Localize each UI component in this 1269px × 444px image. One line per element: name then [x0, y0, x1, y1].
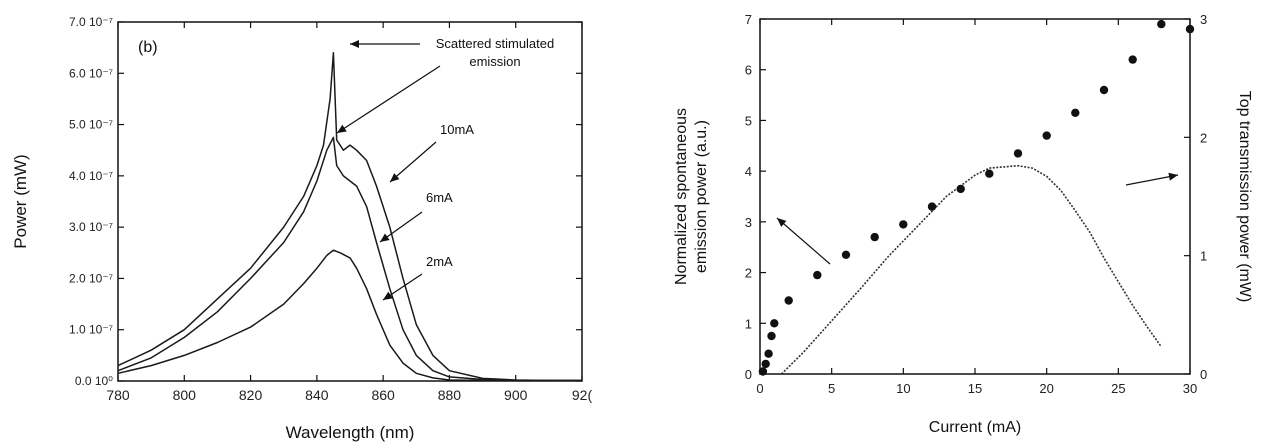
- y-tick-label: 5.0 10⁻⁷: [69, 118, 113, 132]
- annotation-arrowhead: [1168, 172, 1178, 181]
- x-tick-label: 800: [173, 387, 197, 403]
- x-tick-label: 30: [1183, 381, 1197, 396]
- y-tick-label: 0.0 10⁰: [75, 374, 113, 388]
- x-tick-label: 20: [1039, 381, 1053, 396]
- x-tick-label: 780: [106, 387, 130, 403]
- y-tick-label: 4.0 10⁻⁷: [69, 169, 113, 183]
- annotation-6mA: 6mA: [426, 190, 453, 205]
- x-axis-label: Wavelength (nm): [286, 423, 415, 442]
- annotation-arrow: [336, 65, 441, 134]
- y2-axis-label: Top transmission power (mW): [1236, 91, 1253, 303]
- x-tick-label: 900: [504, 387, 528, 403]
- annotation-scattered-line2: emission: [469, 54, 520, 69]
- data-point-spontaneous: [764, 349, 773, 358]
- x-tick-label: 15: [968, 381, 982, 396]
- x-tick-label: 25: [1111, 381, 1125, 396]
- y2-tick-label: 3: [1200, 12, 1207, 27]
- x-tick-label: 0: [756, 381, 763, 396]
- y-tick-label: 3.0 10⁻⁷: [69, 220, 113, 234]
- annotation-arrowhead: [380, 233, 390, 242]
- y-tick-label: 7: [745, 12, 752, 27]
- y-axis-label-line2: emission power (a.u.): [693, 120, 710, 273]
- y-tick-label: 5: [745, 113, 752, 128]
- data-point-spontaneous: [985, 169, 994, 178]
- data-point-spontaneous: [1185, 24, 1195, 34]
- y-axis-label: Power (mW): [11, 154, 30, 248]
- data-point-spontaneous: [784, 296, 793, 305]
- x-axis-label: Current (mA): [929, 419, 1021, 436]
- x-tick-label: 10: [896, 381, 910, 396]
- annotation-arrowhead: [383, 291, 393, 300]
- series-line-10mA: [117, 52, 582, 382]
- data-point-spontaneous: [1071, 108, 1080, 118]
- data-point-spontaneous: [1128, 55, 1137, 64]
- data-point-spontaneous: [841, 250, 851, 259]
- annotation-2mA: 2mA: [426, 254, 453, 269]
- annotation-arrowhead: [337, 124, 347, 133]
- x-tick-label: 840: [305, 387, 329, 403]
- annotation-arrow: [776, 217, 831, 265]
- x-tick-label: 92(: [572, 387, 593, 403]
- y2-tick-label: 1: [1200, 249, 1207, 264]
- data-point-spontaneous: [956, 184, 965, 194]
- y-tick-label: 2: [745, 266, 752, 281]
- y-axis-label-line1: Normalized spontaneous: [673, 108, 690, 285]
- x-tick-label: 860: [371, 387, 395, 403]
- data-point-spontaneous: [1013, 149, 1023, 158]
- x-tick-label: 880: [438, 387, 462, 403]
- y-tick-label: 1: [745, 316, 752, 331]
- y-tick-label: 7.0 10⁻⁷: [69, 15, 113, 29]
- data-point-spontaneous: [761, 359, 770, 369]
- annotation-10mA: 10mA: [440, 122, 474, 137]
- data-point-spontaneous: [899, 220, 908, 229]
- data-point-spontaneous: [767, 331, 776, 341]
- y-tick-label: 6.0 10⁻⁷: [69, 66, 113, 80]
- series-line-transmission: [780, 164, 1162, 375]
- y-tick-label: 4: [745, 164, 752, 179]
- plot-frame: [117, 21, 583, 382]
- data-point-spontaneous: [758, 367, 768, 376]
- panel-label: (b): [138, 39, 158, 56]
- spectrum-chart: 780 800 820 840 860 880 900 92( 0.0 10⁰ 1.0 10⁻⁷ 2…: [11, 15, 592, 442]
- data-point-spontaneous: [870, 232, 879, 242]
- y-tick-label: 3: [745, 215, 752, 230]
- data-point-spontaneous: [927, 202, 937, 211]
- data-point-spontaneous: [813, 270, 822, 280]
- y-tick-label: 1.0 10⁻⁷: [69, 323, 113, 337]
- y-tick-label: 6: [745, 63, 752, 78]
- annotation-arrowhead: [350, 40, 359, 48]
- x-tick-label: 5: [828, 381, 835, 396]
- y2-tick-label: 2: [1200, 130, 1207, 145]
- series-line-2mA: [117, 249, 582, 382]
- plot-frame: [759, 18, 1191, 375]
- y-tick-label: 0: [745, 367, 752, 382]
- y2-tick-label: 0: [1200, 367, 1207, 382]
- x-tick-label: 820: [239, 387, 263, 403]
- series-line-6mA: [117, 136, 582, 382]
- data-point-spontaneous: [1099, 85, 1109, 95]
- annotation-arrowhead: [777, 218, 787, 227]
- data-point-spontaneous: [770, 319, 779, 328]
- y-tick-label: 2.0 10⁻⁷: [69, 271, 113, 285]
- annotation-arrowhead: [390, 173, 400, 182]
- annotation-arrow: [389, 141, 437, 183]
- data-point-spontaneous: [1042, 131, 1051, 140]
- annotation-scattered-line1: Scattered stimulated: [436, 36, 555, 51]
- data-point-spontaneous: [1157, 19, 1166, 29]
